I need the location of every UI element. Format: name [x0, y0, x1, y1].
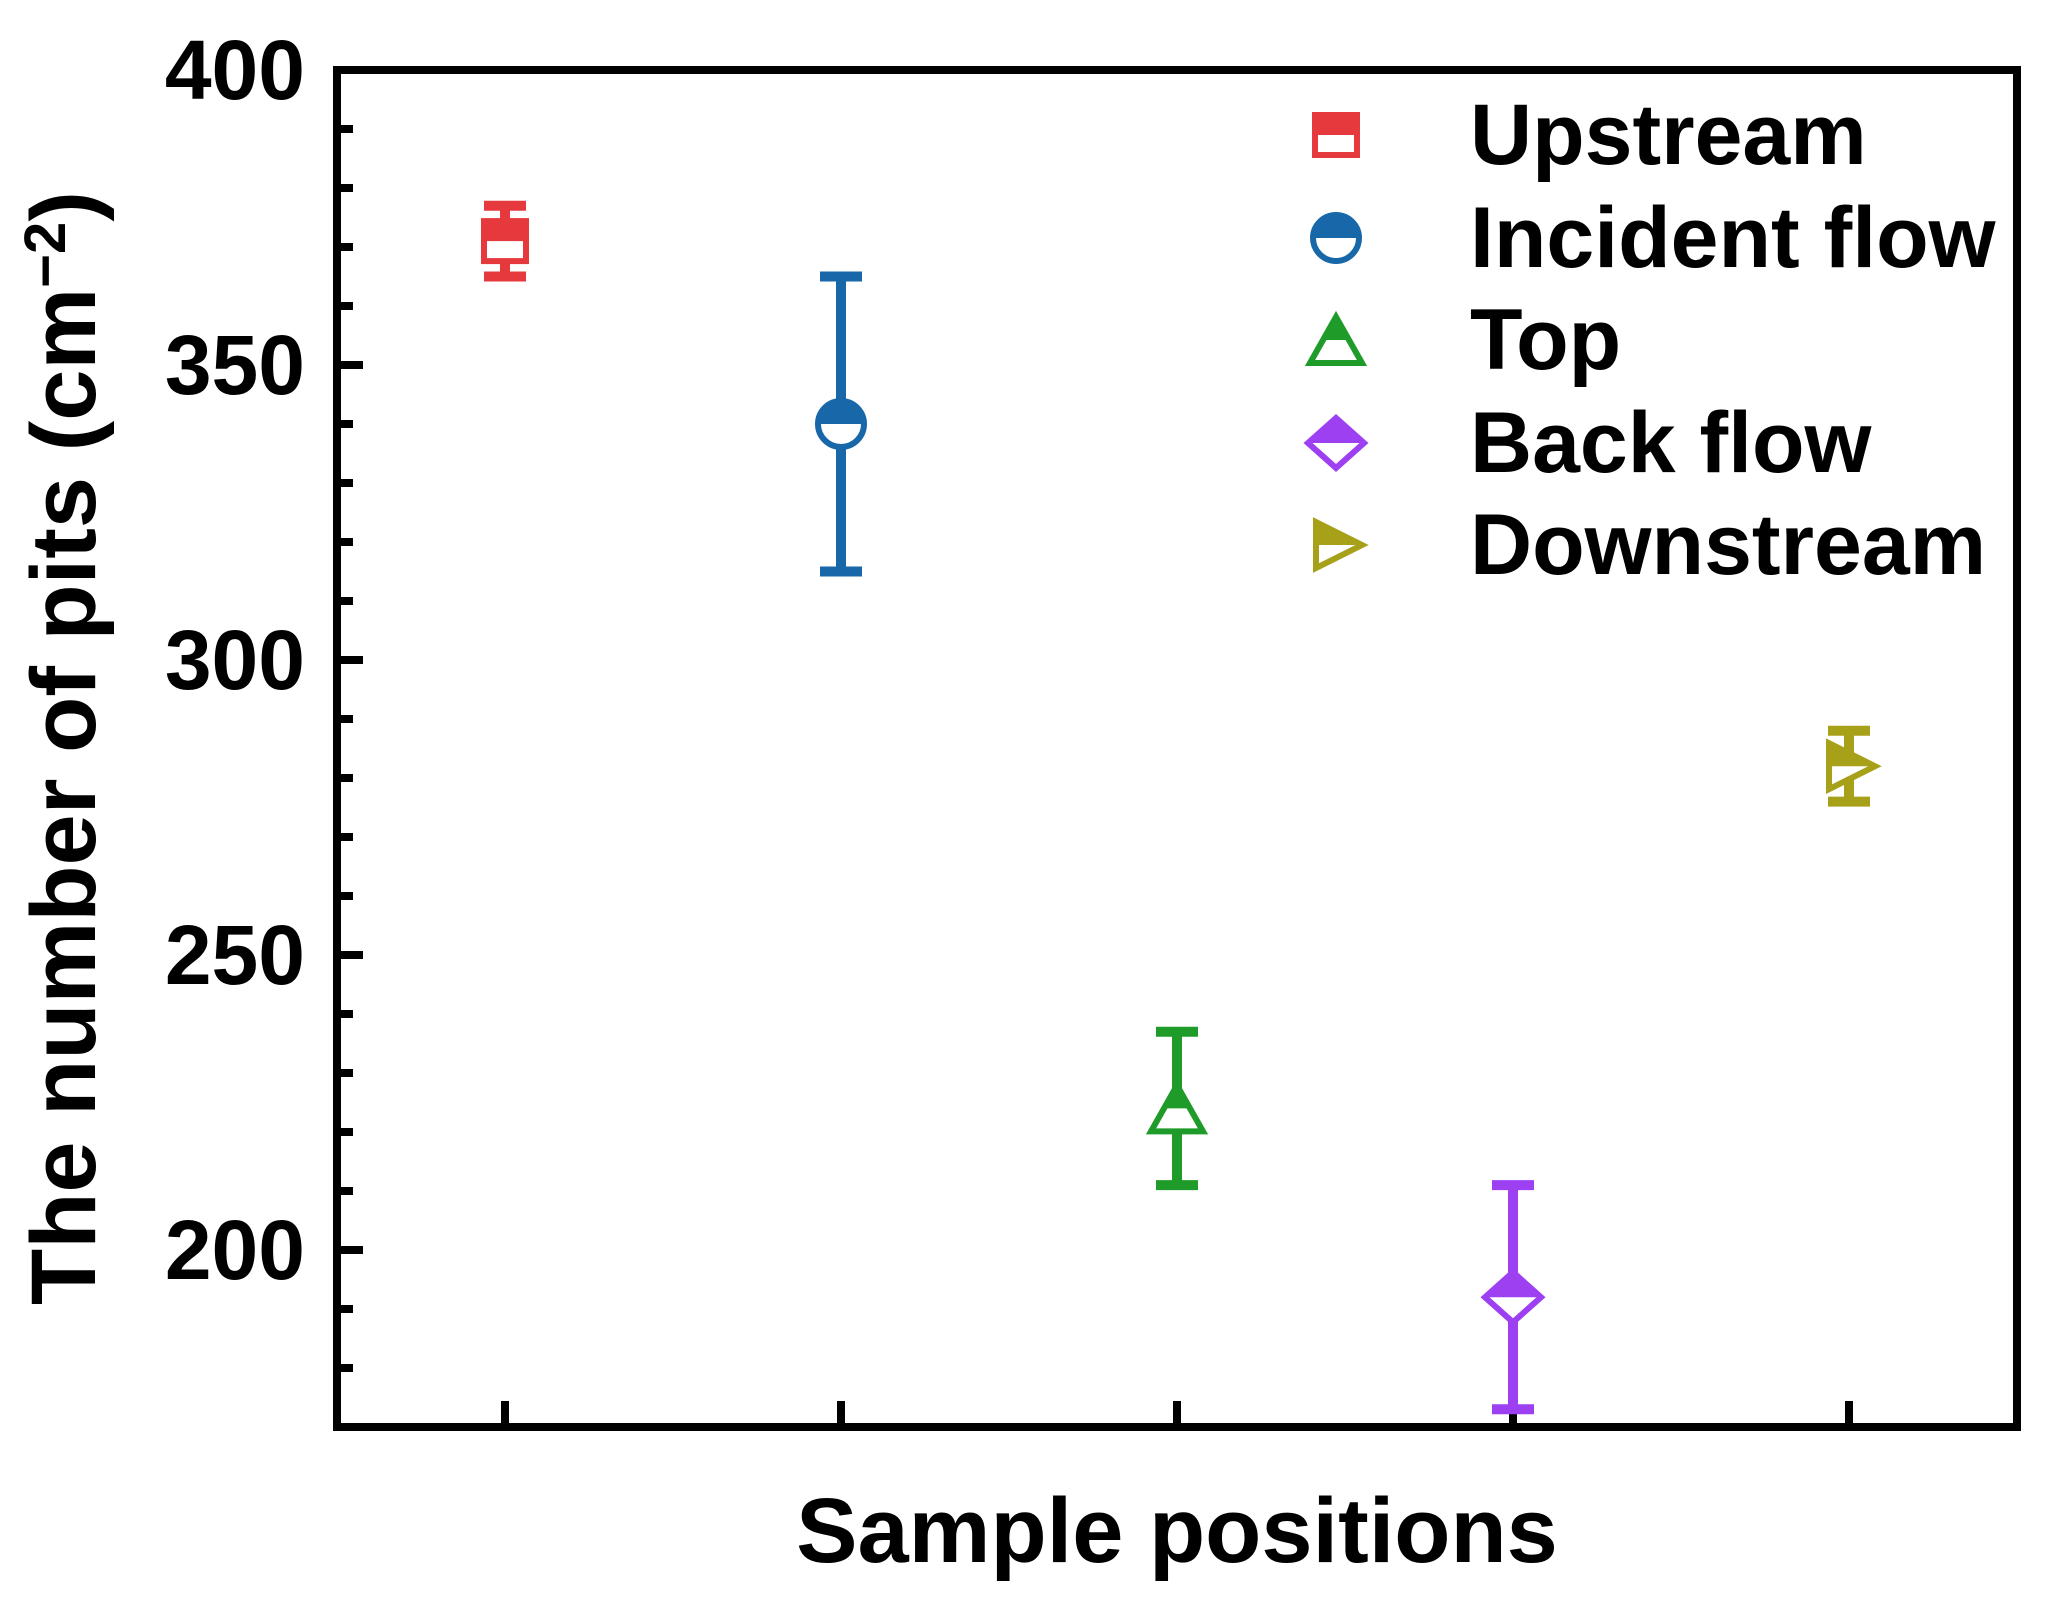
marker-outline	[815, 398, 867, 450]
series-top	[1145, 1026, 1209, 1191]
y-tick-label: 350	[165, 318, 305, 412]
marker-half-triangle-up	[1304, 310, 1368, 366]
legend-label-top: Top	[1470, 292, 1621, 388]
marker-half-diamond	[1303, 413, 1369, 473]
data-point-back-flow	[1480, 1268, 1546, 1327]
legend-marker-incident-flow	[1310, 212, 1362, 264]
legend-label-upstream: Upstream	[1470, 87, 1867, 183]
y-tick-label: 200	[165, 1203, 305, 1297]
legend-marker-upstream	[1312, 112, 1360, 158]
legend-item-downstream: Downstream	[1313, 497, 1986, 593]
y-tick-label: 400	[165, 23, 305, 117]
series-incident-flow	[815, 271, 867, 577]
marker-outline	[1312, 112, 1360, 158]
data-point-top	[1145, 1079, 1209, 1135]
legend-label-incident-flow: Incident flow	[1470, 190, 1997, 286]
marker-half-square	[1312, 112, 1360, 158]
marker-outline	[1303, 413, 1369, 473]
legend-item-top: Top	[1304, 292, 1621, 388]
legend-marker-top	[1304, 310, 1368, 366]
marker-outline	[1310, 212, 1362, 264]
marker-top-half	[484, 221, 526, 242]
data-point-incident-flow	[815, 398, 867, 450]
series-downstream	[1826, 725, 1882, 807]
y-axis-title-superscript: −2	[13, 222, 78, 288]
marker-outline	[1313, 517, 1369, 573]
plot-frame	[333, 66, 2021, 1431]
y-tick-labels: 400 350 300 250 200	[165, 23, 305, 1297]
marker-top-half	[1485, 1272, 1541, 1298]
series-upstream	[481, 200, 529, 282]
legend-item-incident-flow: Incident flow	[1310, 190, 1997, 286]
marker-outline	[1480, 1268, 1546, 1327]
series-back-flow	[1480, 1180, 1546, 1415]
marker-half-triangle-right	[1313, 517, 1369, 573]
marker-half-circle	[1310, 212, 1362, 264]
legend-label-back-flow: Back flow	[1470, 395, 1873, 491]
legend-label-downstream: Downstream	[1470, 497, 1986, 593]
data-point-downstream	[1826, 738, 1882, 795]
y-axis-title-close: )	[13, 191, 115, 222]
marker-outline	[481, 218, 529, 265]
legend-marker-downstream	[1313, 517, 1369, 573]
legend-item-back-flow: Back flow	[1303, 395, 1873, 491]
y-axis-title-main: The number of pits (cm	[13, 288, 115, 1305]
data-point-upstream	[481, 218, 529, 265]
marker-top-half	[1308, 418, 1364, 443]
y-tick-label: 300	[165, 613, 305, 707]
y-tick-label: 250	[165, 908, 305, 1002]
data-series	[481, 200, 1882, 1415]
marker-outline	[1826, 738, 1882, 795]
legend: Upstream Incident flow Top Back flow Dow…	[1303, 87, 1997, 593]
marker-outline	[1304, 310, 1368, 366]
marker-top-half	[1315, 115, 1357, 135]
x-axis-title: Sample positions	[796, 1480, 1558, 1582]
legend-item-upstream: Upstream	[1312, 87, 1867, 183]
legend-marker-back-flow	[1303, 413, 1369, 473]
marker-outline	[1145, 1079, 1209, 1135]
y-axis-title: The number of pits (cm−2)	[13, 191, 115, 1305]
